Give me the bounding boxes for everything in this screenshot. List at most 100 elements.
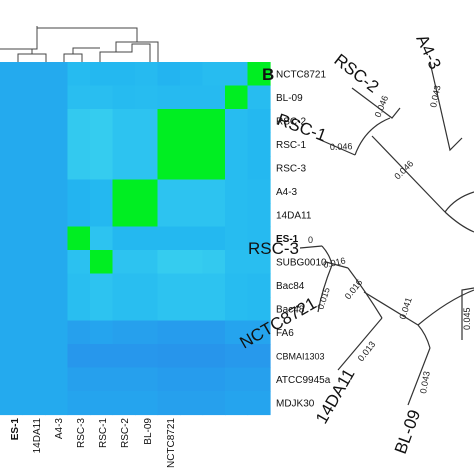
- heatmap-cell: [157, 273, 181, 298]
- heatmap-cell: [247, 85, 271, 110]
- heatmap-cell: [225, 62, 249, 87]
- heatmap-cell: [135, 297, 159, 322]
- heatmap-cell: [90, 179, 114, 204]
- heatmap-cell: [180, 85, 204, 110]
- heatmap-cell: [225, 226, 249, 251]
- heatmap-row-label: MDJK30: [276, 398, 315, 409]
- heatmap-cell: [247, 203, 271, 228]
- heatmap-cell: [0, 203, 24, 228]
- branch-rsc-stem: [371, 135, 446, 213]
- heatmap-cell: [22, 320, 46, 345]
- heatmap-cell: [225, 179, 249, 204]
- branch-length-rsc1: 0.046: [330, 141, 353, 152]
- heatmap-cell: [247, 156, 271, 181]
- heatmap-row-label: Bac48: [276, 304, 305, 315]
- heatmap-cell: [67, 391, 91, 416]
- heatmap-cell: [67, 132, 91, 157]
- heatmap-column-label: NCTC8721: [166, 418, 177, 468]
- heatmap-cell: [225, 367, 249, 392]
- heatmap-cell: [157, 250, 181, 275]
- branch-length-bl09: 0.043: [418, 370, 432, 394]
- heatmap-cell: [247, 367, 271, 392]
- heatmap-cell: [202, 203, 226, 228]
- heatmap-row-label: RSC-2: [276, 116, 306, 127]
- heatmap-panel: NCTC8721BL-09RSC-2RSC-1RSC-3A4-314DA11ES…: [0, 26, 331, 468]
- heatmap-row-label: 14DA11: [276, 210, 312, 221]
- heatmap-cell: [45, 367, 69, 392]
- heatmap-cell: [180, 132, 204, 157]
- branch-length-inner-041: 0.041: [397, 296, 413, 321]
- heatmap-cell: [90, 226, 114, 251]
- heatmap-cell: [112, 297, 136, 322]
- heatmap-cell: [67, 344, 91, 369]
- heatmap-row-label: CBMAI1303: [276, 351, 325, 361]
- heatmap-cell: [22, 109, 46, 134]
- heatmap-cell: [90, 62, 114, 87]
- heatmap-cell: [180, 273, 204, 298]
- heatmap-cell: [45, 109, 69, 134]
- branch-root-arc: [444, 191, 474, 213]
- heatmap-cell: [112, 391, 136, 416]
- heatmap-cell: [45, 156, 69, 181]
- heatmap-cell: [135, 250, 159, 275]
- heatmap-cell: [112, 344, 136, 369]
- heatmap-cell: [135, 85, 159, 110]
- heatmap-cell: [67, 367, 91, 392]
- heatmap-cell: [90, 367, 114, 392]
- heatmap-row-label: Bac84: [276, 281, 305, 292]
- heatmap-cell: [45, 203, 69, 228]
- tree-branches: [299, 61, 474, 406]
- heatmap-column-dendrogram: [0, 26, 159, 62]
- branch-length-right: 0.045: [462, 307, 472, 330]
- heatmap-cell: [135, 156, 159, 181]
- heatmap-cell: [225, 391, 249, 416]
- heatmap-cell: [135, 320, 159, 345]
- heatmap-cell: [22, 250, 46, 275]
- heatmap-cell: [157, 156, 181, 181]
- heatmap-column-label: ES-1: [10, 418, 21, 441]
- heatmap-cell: [22, 156, 46, 181]
- heatmap-cell: [112, 320, 136, 345]
- heatmap-cell: [247, 344, 271, 369]
- heatmap-cell: [247, 62, 271, 87]
- heatmap-cell: [67, 273, 91, 298]
- heatmap-cell: [90, 250, 114, 275]
- heatmap-cell: [157, 367, 181, 392]
- heatmap-cell: [0, 62, 24, 87]
- heatmap-cell: [247, 132, 271, 157]
- heatmap-cell: [90, 391, 114, 416]
- heatmap-cell: [157, 320, 181, 345]
- heatmap-cell: [112, 226, 136, 251]
- heatmap-cell: [0, 156, 24, 181]
- heatmap-cell: [157, 179, 181, 204]
- heatmap-cell: [225, 297, 249, 322]
- heatmap-cell: [180, 344, 204, 369]
- heatmap-cell: [225, 344, 249, 369]
- heatmap-column-label: RSC-2: [120, 418, 131, 448]
- heatmap-cell: [90, 320, 114, 345]
- heatmap-cell: [112, 85, 136, 110]
- heatmap-cell: [202, 226, 226, 251]
- heatmap-cell: [0, 391, 24, 416]
- heatmap-row-label: RSC-1: [276, 140, 306, 151]
- heatmap-cell: [0, 179, 24, 204]
- heatmap-cell: [90, 297, 114, 322]
- heatmap-column-label: 14DA11: [32, 418, 43, 454]
- heatmap-cell: [0, 297, 24, 322]
- leaf-bl-09: BL-09: [391, 407, 424, 456]
- heatmap-cell: [45, 391, 69, 416]
- heatmap-cell: [180, 391, 204, 416]
- heatmap-cell: [22, 62, 46, 87]
- heatmap-row-label: RSC-3: [276, 163, 306, 174]
- heatmap-cell: [247, 179, 271, 204]
- heatmap-cell: [180, 226, 204, 251]
- heatmap-cell: [202, 156, 226, 181]
- tree-panel: B A4-3 RSC-2 RSC-1: [237, 32, 474, 456]
- heatmap-cell: [22, 226, 46, 251]
- branch-length-inner-016a: 0.016: [322, 255, 346, 269]
- heatmap-cell: [45, 297, 69, 322]
- branch-length-inner-016b: 0.016: [343, 277, 365, 301]
- heatmap-cell: [247, 109, 271, 134]
- heatmap-cell: [225, 156, 249, 181]
